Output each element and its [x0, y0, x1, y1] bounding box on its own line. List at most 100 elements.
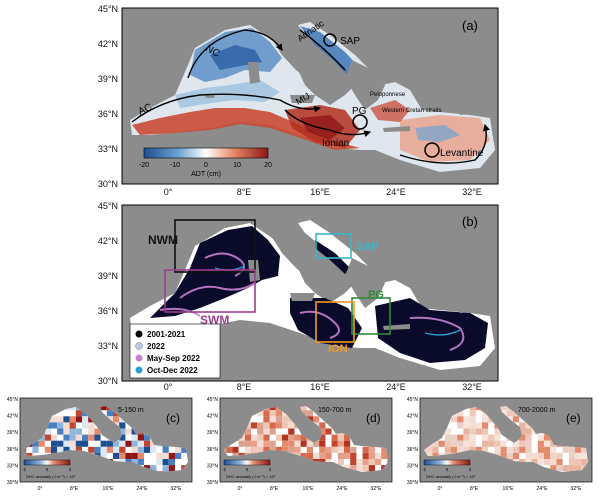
small-lon-tick: 8°E — [470, 486, 479, 492]
adt-colorbar: -20 -10 0 10 20 ADT (cm) — [139, 147, 272, 178]
ohc-cell — [475, 446, 482, 453]
ohc-cell — [494, 440, 501, 447]
ohc-cell — [337, 434, 344, 441]
ohc-cell — [257, 440, 264, 447]
ohc-cell — [100, 406, 107, 411]
small-lat-tick: 39°N — [207, 430, 219, 436]
ohc-cell — [457, 410, 464, 417]
ohc-cell — [387, 459, 388, 466]
ohc-cell — [337, 440, 344, 447]
ohc-cell — [162, 465, 169, 472]
ohc-cell — [238, 440, 245, 447]
ohc-cell — [131, 459, 138, 466]
ohc-cell — [224, 446, 227, 453]
ohc-cell — [500, 452, 507, 459]
small-lon-tick: 32°E — [171, 486, 183, 492]
ohc-cell — [356, 465, 363, 472]
ohc-cell — [113, 446, 120, 453]
ohc-cell — [469, 416, 476, 423]
small-lon-tick: 8°E — [70, 486, 79, 492]
ohc-cell — [544, 452, 551, 459]
ohc-cell — [337, 459, 344, 466]
ohc-cell — [94, 446, 101, 453]
ohc-cell — [75, 434, 82, 441]
ohc-cell — [537, 440, 544, 447]
ohc-cell — [568, 452, 575, 459]
lat-tick-b-3: 36°N — [98, 306, 118, 316]
ohc-cell — [319, 452, 326, 459]
ohc-cell — [457, 422, 464, 429]
ohc-cell — [457, 440, 464, 447]
legend-label-2022: 2022 — [147, 342, 165, 351]
ohc-cell — [275, 446, 282, 453]
ohc-cell — [319, 428, 326, 435]
land-sicily-b — [290, 293, 315, 301]
ohc-cell — [562, 465, 569, 472]
ohc-colorbar-tick: 2 — [269, 467, 272, 472]
float-tracks-2001-2021-east — [375, 298, 488, 363]
depth-label: 700-2000 m — [518, 407, 556, 414]
ohc-cell — [362, 446, 369, 453]
ohc-cell — [525, 428, 532, 435]
ohc-cell — [581, 452, 588, 459]
small-lat-tick: 36°N — [407, 447, 419, 453]
ohc-cell — [251, 446, 258, 453]
ohc-cell — [482, 446, 489, 453]
ohc-cell — [244, 428, 251, 435]
ohc-cell — [444, 434, 451, 441]
ohc-cell — [300, 410, 307, 417]
lon-tick-a-1: 8°E — [237, 187, 252, 197]
ohc-cell — [82, 422, 89, 429]
ohc-cell — [469, 410, 476, 417]
ohc-cell — [319, 434, 326, 441]
ohc-cell — [444, 446, 451, 453]
small-lat-tick: 45°N — [7, 397, 19, 403]
small-panel-label: (e) — [566, 411, 581, 425]
ohc-cell — [162, 446, 169, 453]
ohc-cell — [519, 434, 526, 441]
ohc-cell — [175, 446, 182, 453]
ohc-cell — [438, 440, 445, 447]
legend-marker-2001-2021 — [135, 330, 143, 338]
ohc-cell — [444, 428, 451, 435]
ohc-cell — [531, 459, 538, 466]
ohc-cell — [251, 422, 258, 429]
ohc-cell — [150, 446, 157, 453]
ohc-cell — [325, 446, 332, 453]
panel-c-map: 5-150 m (c) -2 0 2 OHC anomaly (J m⁻²) × 10⁹ 4… — [7, 397, 193, 492]
panel-a-label: (a) — [462, 18, 478, 33]
ohc-cell — [457, 434, 464, 441]
label-sap: SAP — [340, 36, 360, 47]
ohc-cell — [137, 459, 144, 466]
ohc-cell — [375, 459, 382, 466]
cbar-a-tick-3: 10 — [233, 162, 241, 169]
ohc-cell — [344, 434, 351, 441]
ohc-cell — [350, 446, 357, 453]
levantine-current-path — [399, 123, 490, 164]
panel-a: Adriatic SAP NC AC MIJ PG Peloponnese We… — [0, 0, 600, 198]
ohc-cell — [131, 452, 138, 459]
ohc-cell — [244, 440, 251, 447]
ohc-cell — [575, 465, 582, 472]
ohc-cell — [488, 434, 495, 441]
ohc-cell — [444, 440, 451, 447]
small-lat-tick: 39°N — [7, 430, 19, 436]
small-lon-tick: 24°E — [337, 486, 349, 492]
ohc-cell — [432, 440, 439, 447]
ohc-cell — [482, 434, 489, 441]
ohc-cell — [82, 440, 89, 447]
land-greece-b — [345, 258, 385, 308]
ohc-cell — [519, 428, 526, 435]
ohc-cell — [69, 422, 76, 429]
ohc-cell — [257, 446, 264, 453]
ohc-cell — [313, 416, 320, 423]
land-cyprus — [458, 108, 474, 115]
ohc-cell — [331, 440, 338, 447]
ohc-cell — [331, 446, 338, 453]
ohc-cell — [350, 452, 357, 459]
ohc-cell — [131, 434, 138, 441]
ohc-cell — [506, 452, 513, 459]
small-panel-label: (d) — [366, 411, 381, 425]
ohc-cell — [550, 440, 557, 447]
track-2022-d — [409, 316, 465, 351]
